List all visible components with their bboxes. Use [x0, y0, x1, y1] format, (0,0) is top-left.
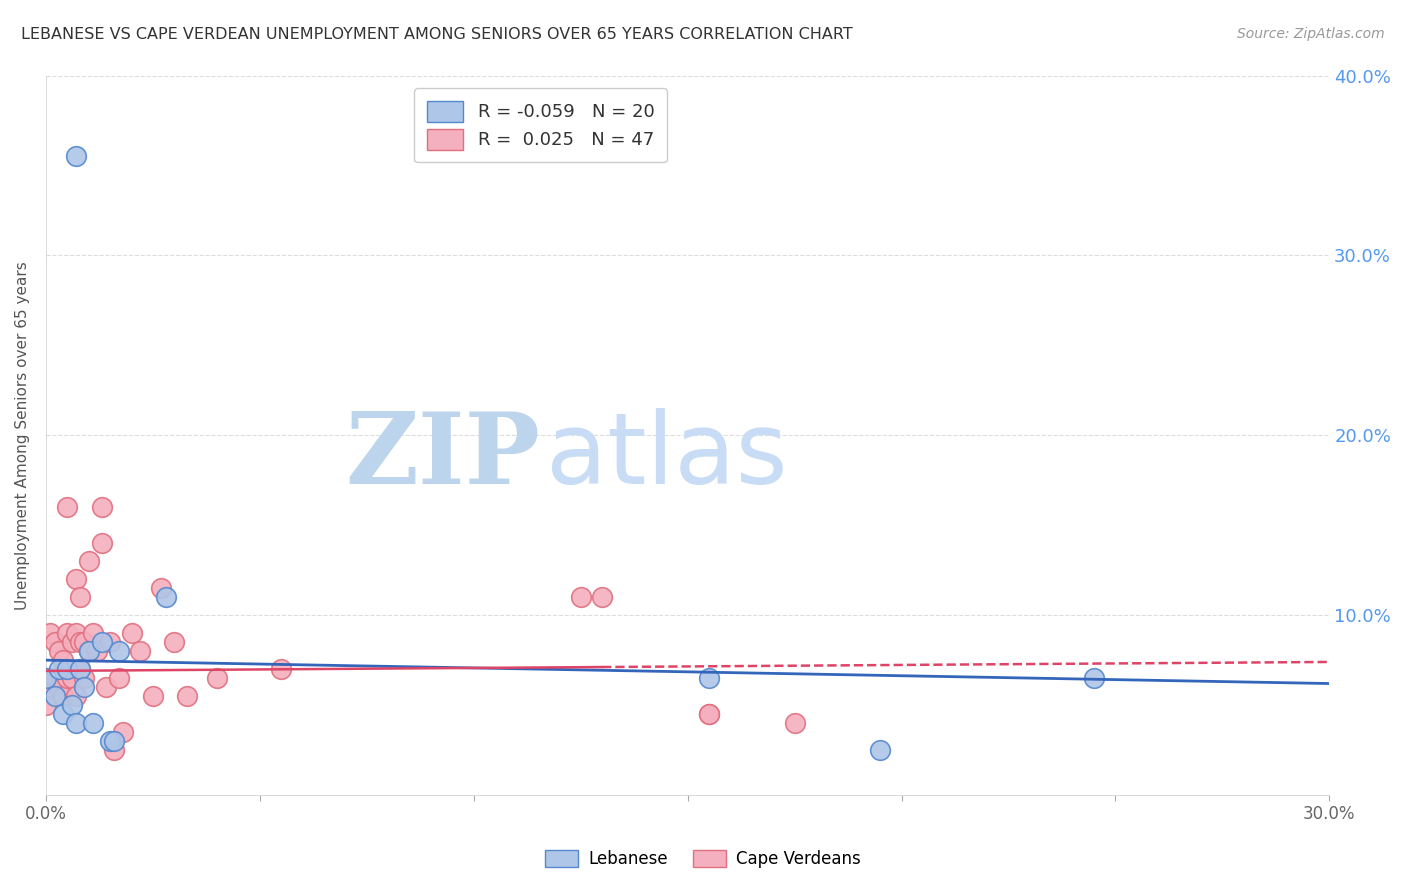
Point	[103, 743, 125, 757]
Point	[65, 626, 87, 640]
Point	[44, 671, 66, 685]
Point	[591, 590, 613, 604]
Point	[1083, 671, 1105, 685]
Point	[69, 662, 91, 676]
Point	[48, 680, 70, 694]
Point	[69, 590, 91, 604]
Point	[56, 662, 79, 676]
Legend: Lebanese, Cape Verdeans: Lebanese, Cape Verdeans	[538, 843, 868, 875]
Point	[98, 734, 121, 748]
Point	[121, 626, 143, 640]
Point	[60, 698, 83, 712]
Point	[56, 671, 79, 685]
Point	[44, 635, 66, 649]
Point	[205, 671, 228, 685]
Text: Source: ZipAtlas.com: Source: ZipAtlas.com	[1237, 27, 1385, 41]
Point	[44, 689, 66, 703]
Point	[77, 644, 100, 658]
Point	[65, 716, 87, 731]
Point	[90, 500, 112, 515]
Point	[111, 725, 134, 739]
Point	[155, 590, 177, 604]
Point	[90, 635, 112, 649]
Point	[77, 644, 100, 658]
Point	[98, 635, 121, 649]
Point	[39, 626, 62, 640]
Point	[107, 671, 129, 685]
Point	[86, 644, 108, 658]
Point	[52, 707, 75, 722]
Point	[569, 590, 592, 604]
Point	[82, 626, 104, 640]
Point	[94, 680, 117, 694]
Point	[60, 671, 83, 685]
Point	[697, 707, 720, 722]
Point	[48, 644, 70, 658]
Point	[150, 581, 173, 595]
Point	[142, 689, 165, 703]
Point	[73, 671, 96, 685]
Point	[39, 680, 62, 694]
Point	[103, 734, 125, 748]
Point	[270, 662, 292, 676]
Point	[163, 635, 186, 649]
Legend: R = -0.059   N = 20, R =  0.025   N = 47: R = -0.059 N = 20, R = 0.025 N = 47	[415, 88, 666, 162]
Point	[60, 635, 83, 649]
Point	[697, 671, 720, 685]
Point	[65, 149, 87, 163]
Y-axis label: Unemployment Among Seniors over 65 years: Unemployment Among Seniors over 65 years	[15, 261, 30, 609]
Point	[77, 554, 100, 568]
Point	[52, 653, 75, 667]
Point	[90, 536, 112, 550]
Point	[52, 689, 75, 703]
Point	[35, 671, 58, 685]
Point	[48, 662, 70, 676]
Point	[56, 500, 79, 515]
Point	[69, 635, 91, 649]
Point	[69, 662, 91, 676]
Point	[783, 716, 806, 731]
Point	[73, 680, 96, 694]
Point	[82, 716, 104, 731]
Point	[35, 698, 58, 712]
Point	[73, 635, 96, 649]
Point	[129, 644, 152, 658]
Point	[56, 626, 79, 640]
Point	[697, 707, 720, 722]
Point	[869, 743, 891, 757]
Text: ZIP: ZIP	[344, 409, 540, 506]
Point	[65, 689, 87, 703]
Point	[107, 644, 129, 658]
Point	[65, 572, 87, 586]
Text: LEBANESE VS CAPE VERDEAN UNEMPLOYMENT AMONG SENIORS OVER 65 YEARS CORRELATION CH: LEBANESE VS CAPE VERDEAN UNEMPLOYMENT AM…	[21, 27, 853, 42]
Point	[176, 689, 198, 703]
Text: atlas: atlas	[547, 409, 789, 506]
Point	[35, 671, 58, 685]
